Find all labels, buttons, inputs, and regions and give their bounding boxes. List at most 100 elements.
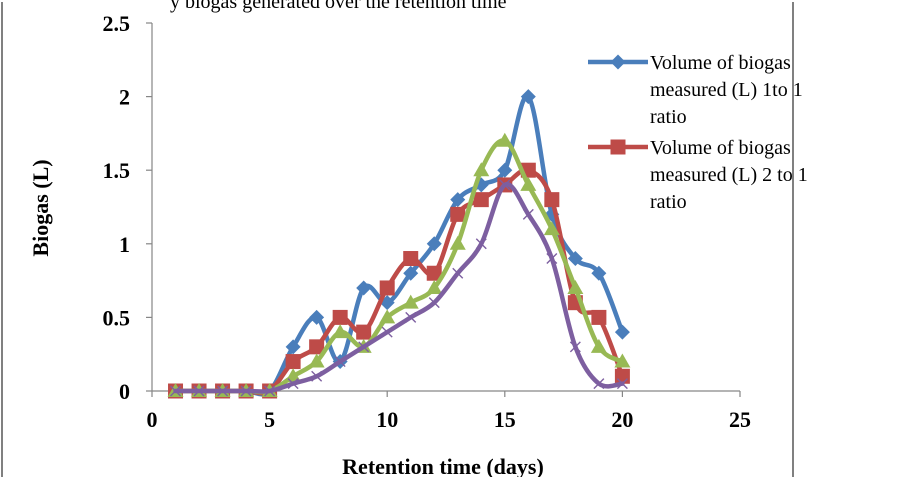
series-point (309, 339, 325, 355)
series-point (356, 280, 372, 296)
x-tick-label: 15 (494, 407, 516, 432)
series-point (308, 353, 325, 368)
legend-label-line: Volume of biogas (650, 137, 791, 159)
series-2 (168, 162, 630, 399)
series-point (590, 338, 607, 353)
series-point (193, 385, 205, 397)
axes: 0 0.5 1 1.5 2 2.5 0 5 10 15 20 25 (103, 11, 752, 432)
series-point (475, 238, 487, 250)
series-point (546, 253, 558, 265)
x-marker-stroke (593, 378, 605, 390)
series-point (240, 385, 252, 397)
x-marker-stroke (616, 378, 628, 390)
series-point (473, 192, 489, 208)
x-marker-stroke (240, 385, 252, 397)
legend-entry-2: Volume of biogas measured (L) 2 to 1 ratio (588, 137, 808, 213)
x-tick-label: 20 (611, 407, 633, 432)
x-marker-stroke (499, 179, 511, 191)
series-point (426, 279, 443, 294)
series-point (405, 311, 417, 323)
series-point (358, 341, 370, 353)
x-marker-stroke (358, 341, 370, 353)
x-tick-label: 0 (147, 407, 158, 432)
y-axis-title: Biogas (L) (28, 159, 53, 256)
series-point (520, 89, 536, 105)
series-point (452, 267, 464, 279)
series-4 (170, 179, 628, 397)
y-tick-label: 0 (119, 379, 130, 404)
y-tick-label: 1 (119, 232, 130, 257)
series-point (449, 235, 466, 250)
series-point (403, 265, 419, 281)
x-tick-label: 25 (729, 407, 751, 432)
legend-entry-1: Volume of biogas measured (L) 1to 1 ratio (588, 52, 803, 128)
series-point (569, 341, 581, 353)
series-point (285, 339, 301, 355)
series-point (591, 265, 607, 281)
series-point (496, 132, 513, 147)
series-point (522, 208, 534, 220)
clipped-header-text: y biogas generated over the retention ti… (170, 0, 507, 13)
series-point (356, 324, 372, 340)
x-marker-stroke (311, 370, 323, 382)
series-point (426, 236, 442, 252)
series-point (614, 353, 631, 368)
series-point (450, 206, 466, 222)
x-marker-stroke (405, 311, 417, 323)
series-point (309, 309, 325, 325)
series-point (402, 294, 419, 309)
series-point (499, 179, 511, 191)
series-point (170, 385, 182, 397)
series-point (567, 251, 583, 267)
series-point (285, 354, 301, 370)
x-marker-stroke (569, 341, 581, 353)
series-point (544, 192, 560, 208)
series-point (616, 378, 628, 390)
legend-label-line: ratio (650, 191, 687, 213)
x-axis-title: Retention time (days) (342, 454, 544, 477)
series-point (473, 162, 490, 177)
legend-label-line: measured (L) 2 to 1 (650, 164, 808, 186)
x-tick-label: 10 (376, 407, 398, 432)
series-point (614, 324, 630, 340)
series-point (497, 162, 513, 178)
x-marker-stroke (475, 238, 487, 250)
series-point (332, 324, 349, 339)
x-marker-stroke (334, 356, 346, 368)
series-point (332, 309, 348, 325)
series-3 (167, 132, 631, 397)
x-marker-stroke (428, 297, 440, 309)
x-marker-stroke (287, 378, 299, 390)
series-point (450, 192, 466, 208)
series-point (217, 385, 229, 397)
x-marker-stroke (381, 326, 393, 338)
y-tick-label: 0.5 (103, 305, 131, 330)
series-point (379, 309, 396, 324)
x-marker-stroke (217, 385, 229, 397)
x-marker-stroke (264, 385, 276, 397)
series-point (403, 251, 419, 267)
series-point (593, 378, 605, 390)
series-point (334, 356, 346, 368)
x-marker-stroke (193, 385, 205, 397)
series-point (426, 265, 442, 281)
y-tick-label: 2.5 (103, 11, 131, 36)
y-tick-label: 1.5 (103, 158, 131, 183)
series-point (379, 280, 395, 296)
series-point (311, 370, 323, 382)
series-point (381, 326, 393, 338)
x-marker-stroke (452, 267, 464, 279)
series-point (520, 176, 537, 191)
x-tick-label: 5 (264, 407, 275, 432)
x-marker-stroke (170, 385, 182, 397)
series-layer (167, 89, 631, 399)
x-marker-stroke (522, 208, 534, 220)
series-point (264, 385, 276, 397)
series-point (287, 378, 299, 390)
series-point (567, 279, 584, 294)
series-point (543, 221, 560, 236)
series-point (428, 297, 440, 309)
